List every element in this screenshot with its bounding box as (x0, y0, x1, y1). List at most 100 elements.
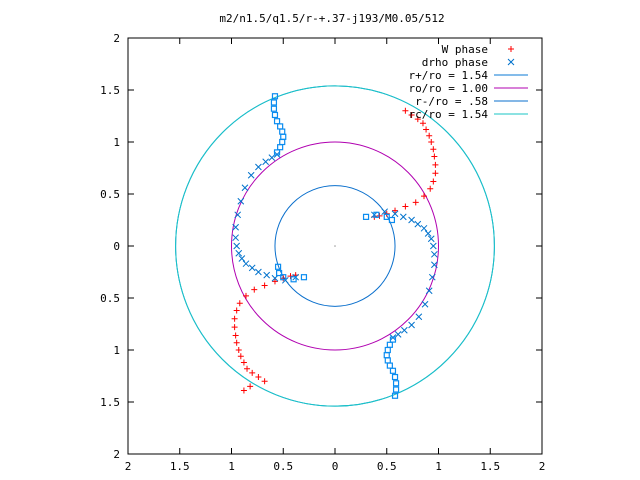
point-0-41 (240, 387, 247, 394)
point-1-17 (400, 326, 408, 334)
point-0-24 (240, 359, 247, 366)
point-0-4 (423, 126, 430, 133)
point-1-21 (281, 276, 289, 284)
y-tick-label-2: 1 (113, 344, 120, 357)
legend-swatch-0 (508, 46, 514, 52)
point-0-25 (237, 353, 244, 360)
point-1-4 (408, 216, 415, 224)
point-1-28 (235, 249, 243, 257)
point-2-3 (383, 352, 390, 359)
x-tick-label-3: 0.5 (273, 460, 293, 473)
point-2-15 (279, 128, 286, 135)
x-tick-label-2: 1 (228, 460, 235, 473)
circle-3 (175, 85, 495, 407)
point-2-8 (392, 380, 400, 387)
point-0-36 (271, 278, 278, 285)
point-0-40 (247, 383, 254, 390)
axis-ticks: 2 1.5 1 0.5 0 0.5 1 1.5 221.510.500.511.52 (100, 32, 545, 473)
point-2-13 (279, 138, 286, 146)
point-2-18 (271, 111, 279, 119)
y-tick-label-1: 1.5 (100, 396, 120, 409)
point-1-29 (233, 242, 241, 250)
point-1-9 (429, 242, 437, 250)
point-0-14 (412, 199, 419, 206)
point-1-13 (425, 287, 433, 295)
point-0-3 (419, 120, 426, 127)
point-1-3 (399, 213, 407, 221)
chart-title: m2/n1.5/q1.5/r-+.37-j193/M0.05/512 (219, 12, 444, 25)
legend-swatch-1 (507, 58, 515, 66)
point-1-37 (262, 158, 270, 166)
x-tick-label-4: 0 (332, 460, 339, 473)
point-0-0 (402, 107, 409, 114)
point-1-25 (248, 264, 256, 272)
point-2-30 (388, 216, 396, 224)
point-1-31 (232, 223, 239, 231)
point-0-38 (287, 273, 294, 280)
point-0-1 (408, 111, 415, 118)
series-0 (231, 107, 439, 394)
legend-label-3: ro/ro = 1.00 (409, 82, 488, 95)
point-2-4 (384, 357, 391, 364)
point-0-12 (427, 185, 434, 192)
point-0-23 (244, 365, 251, 372)
point-0-15 (402, 203, 409, 210)
point-1-38 (268, 154, 276, 161)
point-2-21 (271, 93, 279, 100)
point-0-13 (421, 193, 428, 200)
point-0-6 (428, 139, 435, 145)
point-1-32 (234, 211, 242, 219)
point-0-21 (255, 374, 262, 381)
point-0-31 (233, 307, 240, 314)
point-0-7 (430, 146, 437, 153)
x-tick-label-1: 1.5 (170, 460, 190, 473)
point-1-18 (394, 331, 402, 338)
point-0-10 (432, 170, 439, 177)
x-tick-label-5: 0.5 (377, 460, 397, 473)
point-2-26 (274, 263, 282, 270)
y-tick-label-6: 1 (113, 136, 120, 149)
series-1 (232, 151, 438, 341)
point-1-6 (420, 224, 428, 232)
legend-label-1: drho phase (422, 56, 488, 69)
point-1-1 (381, 208, 389, 216)
point-1-23 (263, 271, 271, 279)
point-2-28 (373, 211, 380, 218)
point-2-0 (389, 336, 397, 343)
point-1-10 (431, 250, 438, 258)
point-1-36 (255, 163, 262, 171)
point-1-5 (414, 220, 422, 228)
point-2-24 (280, 274, 287, 281)
point-2-29 (383, 213, 390, 220)
circle-2 (274, 185, 396, 307)
x-tick-label-7: 1.5 (480, 460, 500, 473)
point-0-18 (376, 212, 383, 219)
point-1-33 (237, 197, 245, 205)
point-0-22 (249, 369, 256, 376)
point-2-27 (362, 213, 370, 220)
point-0-30 (231, 315, 238, 322)
point-2-16 (277, 123, 284, 130)
point-1-35 (247, 171, 255, 179)
point-1-12 (428, 273, 436, 281)
circle-1 (231, 141, 439, 351)
data-series (231, 93, 439, 399)
point-2-17 (273, 118, 281, 125)
point-0-5 (426, 132, 433, 139)
y-tick-label-0: 2 (113, 448, 120, 461)
y-tick-label-8: 2 (113, 32, 120, 45)
point-1-14 (421, 300, 429, 308)
point-0-16 (392, 207, 399, 214)
point-0-20 (261, 378, 268, 385)
x-tick-label-0: 2 (125, 460, 132, 473)
point-2-14 (280, 133, 287, 140)
y-tick-label-3: 0.5 (100, 292, 120, 305)
point-1-16 (408, 321, 415, 329)
point-2-7 (391, 373, 399, 381)
x-tick-label-6: 1 (435, 460, 442, 473)
series-2 (270, 93, 400, 399)
point-2-5 (386, 362, 393, 369)
